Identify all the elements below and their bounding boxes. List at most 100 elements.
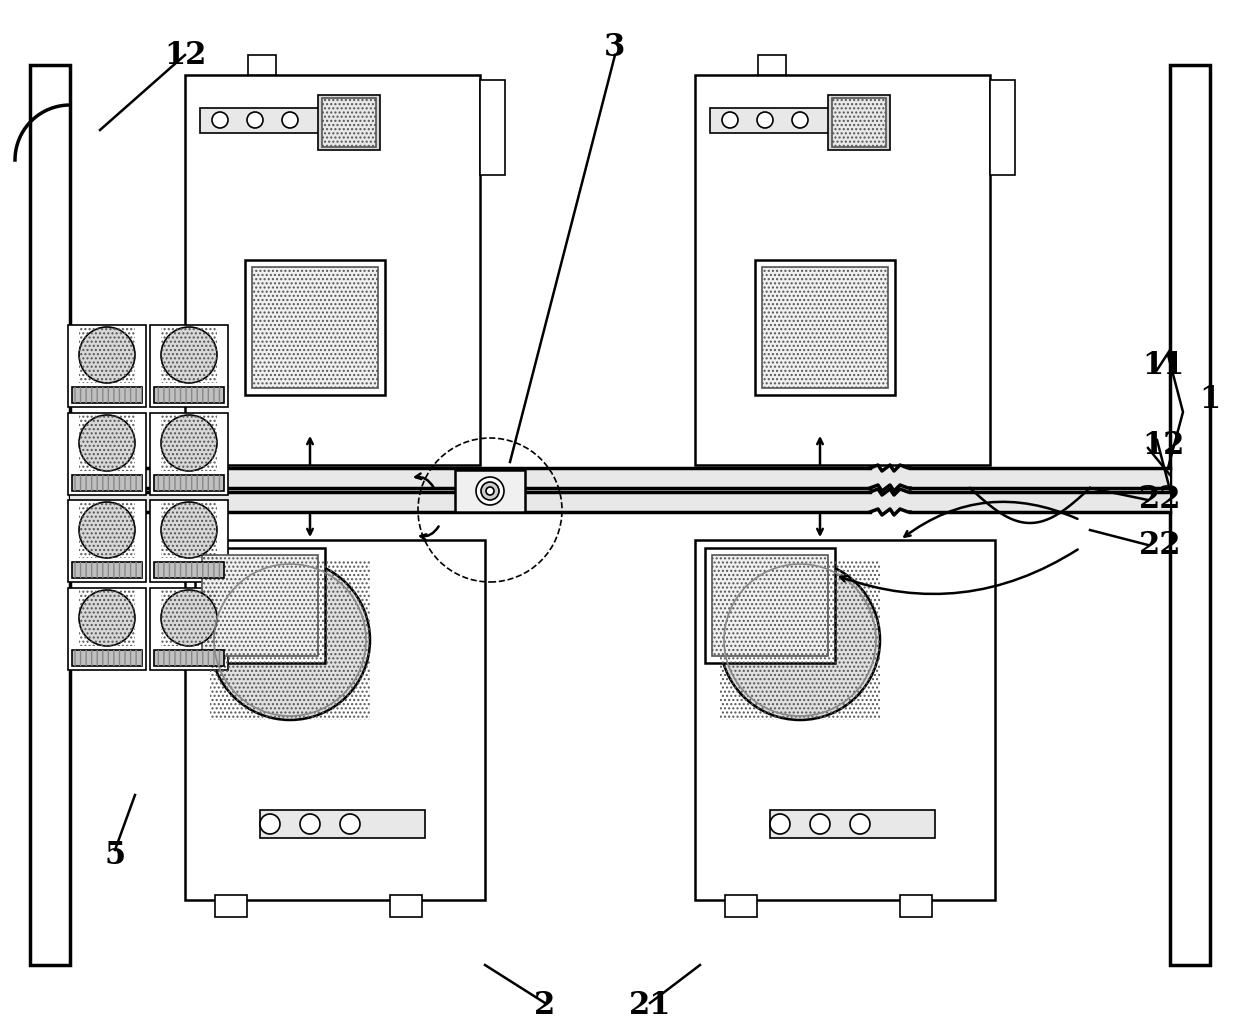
Circle shape xyxy=(212,112,228,128)
Text: 2: 2 xyxy=(534,990,556,1021)
Circle shape xyxy=(756,112,773,128)
Bar xyxy=(72,387,143,403)
Bar xyxy=(72,650,143,666)
Bar xyxy=(154,650,224,666)
Text: 12: 12 xyxy=(164,39,206,70)
Bar xyxy=(72,650,143,666)
Circle shape xyxy=(300,814,320,834)
Bar xyxy=(68,500,146,583)
Bar xyxy=(725,895,756,917)
Bar xyxy=(828,95,890,149)
Bar xyxy=(72,562,143,578)
Circle shape xyxy=(476,477,503,505)
Text: 1: 1 xyxy=(1199,385,1220,415)
Bar xyxy=(195,548,325,663)
Bar xyxy=(79,327,135,383)
Bar xyxy=(154,650,224,666)
Text: 22: 22 xyxy=(1138,530,1182,561)
Bar xyxy=(480,80,505,175)
Bar xyxy=(161,502,217,558)
Text: 21: 21 xyxy=(629,990,671,1021)
Bar xyxy=(391,895,422,917)
Bar xyxy=(79,590,135,646)
Bar xyxy=(154,475,224,491)
Bar xyxy=(248,55,277,75)
Bar xyxy=(455,470,525,512)
Bar xyxy=(260,810,425,838)
Bar xyxy=(900,895,932,917)
Circle shape xyxy=(79,502,135,558)
Bar xyxy=(758,55,786,75)
Bar xyxy=(246,260,384,395)
Bar xyxy=(68,588,146,670)
Circle shape xyxy=(770,814,790,834)
Bar xyxy=(317,95,379,149)
Bar xyxy=(161,327,217,383)
Bar xyxy=(150,413,228,495)
Circle shape xyxy=(79,590,135,646)
Circle shape xyxy=(161,415,217,471)
Circle shape xyxy=(720,560,880,720)
Bar xyxy=(706,548,835,663)
Bar xyxy=(150,588,228,670)
Bar xyxy=(1171,65,1210,965)
Bar xyxy=(72,562,143,578)
Bar xyxy=(720,560,880,720)
Bar xyxy=(154,387,224,403)
Bar xyxy=(210,560,370,720)
Bar xyxy=(694,75,990,465)
Bar xyxy=(72,475,143,491)
Circle shape xyxy=(722,112,738,128)
Bar xyxy=(185,75,480,465)
Circle shape xyxy=(340,814,360,834)
Text: 3: 3 xyxy=(604,33,626,64)
Bar xyxy=(68,413,146,495)
Bar xyxy=(161,415,217,471)
Bar xyxy=(755,260,895,395)
Circle shape xyxy=(260,814,280,834)
Bar xyxy=(154,562,224,578)
Bar xyxy=(711,108,856,133)
Text: 11: 11 xyxy=(1142,350,1184,380)
Circle shape xyxy=(79,415,135,471)
Circle shape xyxy=(79,327,135,383)
Bar xyxy=(150,325,228,407)
Bar xyxy=(200,108,345,133)
Bar xyxy=(72,475,143,491)
Text: 12: 12 xyxy=(1142,430,1184,461)
Bar xyxy=(69,468,1171,512)
Bar xyxy=(154,387,224,403)
Circle shape xyxy=(161,590,217,646)
Bar xyxy=(30,65,69,965)
Circle shape xyxy=(810,814,830,834)
Bar xyxy=(185,540,485,900)
Bar xyxy=(694,540,994,900)
Bar xyxy=(832,98,887,147)
Bar xyxy=(252,267,378,388)
Text: 5: 5 xyxy=(104,839,125,870)
Bar xyxy=(215,895,247,917)
Circle shape xyxy=(247,112,263,128)
Bar xyxy=(72,387,143,403)
Bar xyxy=(202,555,317,656)
Bar xyxy=(712,555,828,656)
Bar xyxy=(150,500,228,583)
Bar xyxy=(990,80,1016,175)
Bar xyxy=(763,267,888,388)
Bar xyxy=(770,810,935,838)
Circle shape xyxy=(486,487,494,495)
Circle shape xyxy=(281,112,298,128)
Bar xyxy=(68,325,146,407)
Bar xyxy=(79,502,135,558)
Circle shape xyxy=(792,112,808,128)
Circle shape xyxy=(161,502,217,558)
Bar xyxy=(154,562,224,578)
Circle shape xyxy=(210,560,370,720)
Bar xyxy=(322,98,376,147)
Circle shape xyxy=(481,483,498,500)
Circle shape xyxy=(849,814,870,834)
Bar xyxy=(79,415,135,471)
Bar xyxy=(161,590,217,646)
Bar xyxy=(154,475,224,491)
Circle shape xyxy=(161,327,217,383)
